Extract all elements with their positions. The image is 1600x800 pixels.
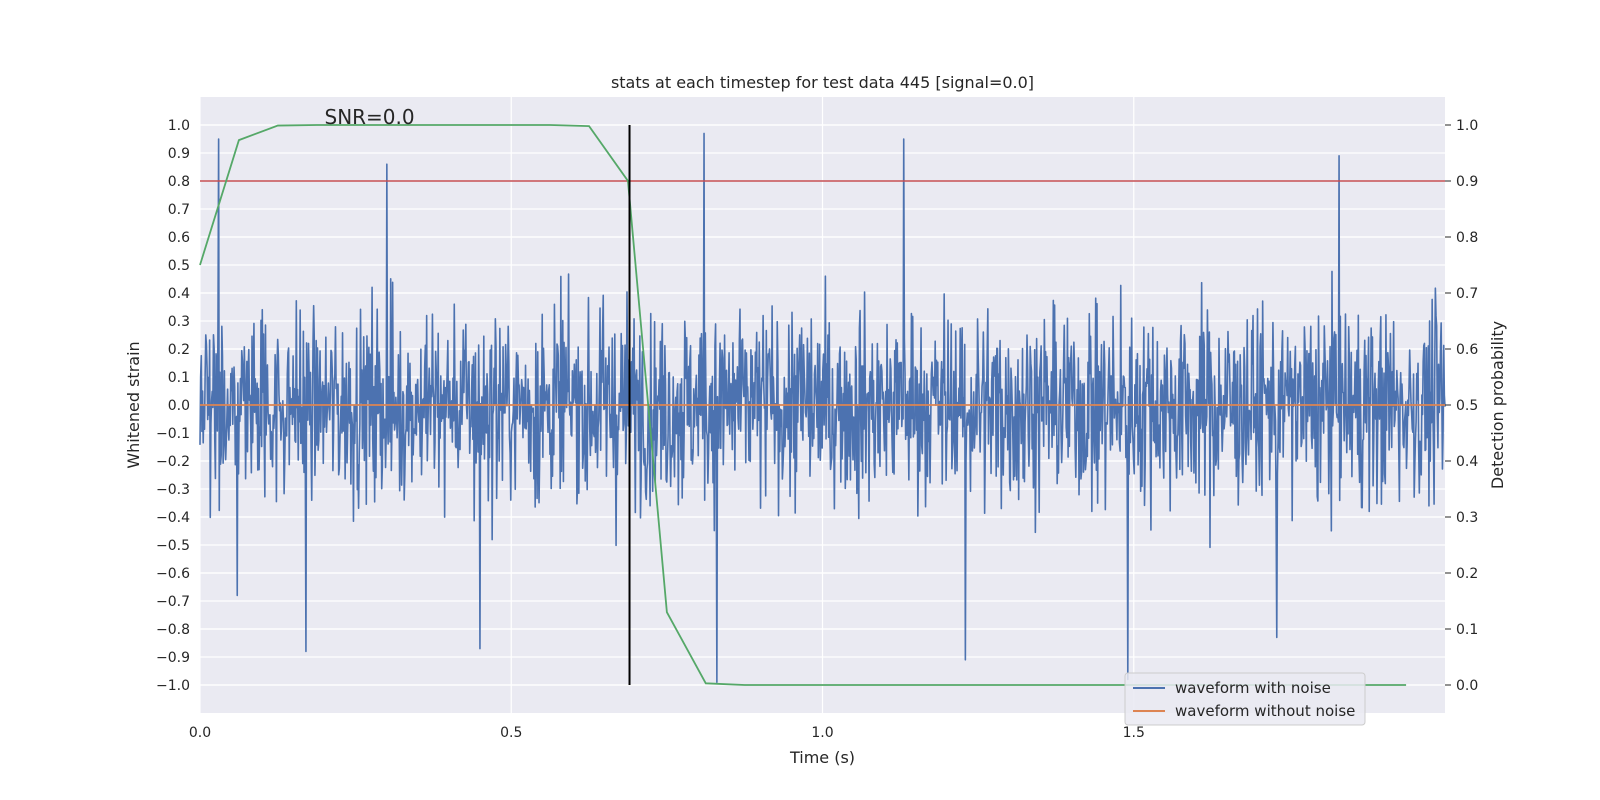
- y-tick-label: −0.4: [156, 510, 190, 526]
- y2-tick-label: 0.6: [1456, 342, 1478, 358]
- y-tick-label: 0.1: [168, 370, 190, 386]
- y-axis-label: Whitened strain: [124, 341, 143, 468]
- y-tick-label: −1.0: [156, 678, 190, 694]
- y2-tick-label: 0.2: [1456, 566, 1478, 582]
- x-tick-label: 0.5: [500, 725, 522, 741]
- y-tick-label: 0.0: [168, 398, 190, 414]
- y2-tick-label: 0.7: [1456, 286, 1478, 302]
- y2-tick-label: 1.0: [1456, 118, 1478, 134]
- legend-label-clean: waveform without noise: [1175, 702, 1355, 720]
- y2-tick-label: 0.5: [1456, 398, 1478, 414]
- y-tick-label: 0.8: [168, 174, 190, 190]
- y-tick-label: −0.9: [156, 650, 190, 666]
- y2-tick-label: 0.1: [1456, 622, 1478, 638]
- series-waveform-with-noise: [199, 132, 1446, 683]
- chart-title: stats at each timestep for test data 445…: [611, 73, 1034, 92]
- y-tick-label: 0.2: [168, 342, 190, 358]
- y2-tick-label: 0.3: [1456, 510, 1478, 526]
- y-tick-label: 0.4: [168, 286, 190, 302]
- legend-label-noise: waveform with noise: [1175, 679, 1331, 697]
- y-tick-label: −0.7: [156, 594, 190, 610]
- y-tick-label: 0.7: [168, 202, 190, 218]
- y-tick-label: −0.8: [156, 622, 190, 638]
- y-tick-label: −0.1: [156, 426, 190, 442]
- legend-box: [1124, 672, 1366, 726]
- x-axis-label: Time (s): [789, 748, 855, 767]
- y-tick-label: 0.9: [168, 146, 190, 162]
- y-tick-label: −0.3: [156, 482, 190, 498]
- y2-tick-label: 0.4: [1456, 454, 1478, 470]
- legend: waveform with noise waveform without noi…: [1124, 672, 1366, 726]
- tick-labels: 0.0 0.5 1.0 1.5 1.0 0.9 0.8 0.7 0.6 0.5 0.4 0.3 0.2 0…: [156, 118, 1478, 741]
- y-tick-label: −0.2: [156, 454, 190, 470]
- x-tick-label: 0.0: [189, 725, 211, 741]
- x-tick-label: 1.0: [811, 725, 833, 741]
- y-tick-label: 0.3: [168, 314, 190, 330]
- y2-tick-label: 0.9: [1456, 174, 1478, 190]
- y-tick-label: −0.6: [156, 566, 190, 582]
- y-tick-label: 0.5: [168, 258, 190, 274]
- y2-tick-label: 0.0: [1456, 678, 1478, 694]
- x-tick-label: 1.5: [1123, 725, 1145, 741]
- y-tick-label: −0.5: [156, 538, 190, 554]
- y2-tick-label: 0.8: [1456, 230, 1478, 246]
- y-tick-label: 0.6: [168, 230, 190, 246]
- y2-axis-label: Detection probability: [1488, 321, 1507, 489]
- snr-annotation: SNR=0.0: [325, 105, 415, 129]
- y-tick-label: 1.0: [168, 118, 190, 134]
